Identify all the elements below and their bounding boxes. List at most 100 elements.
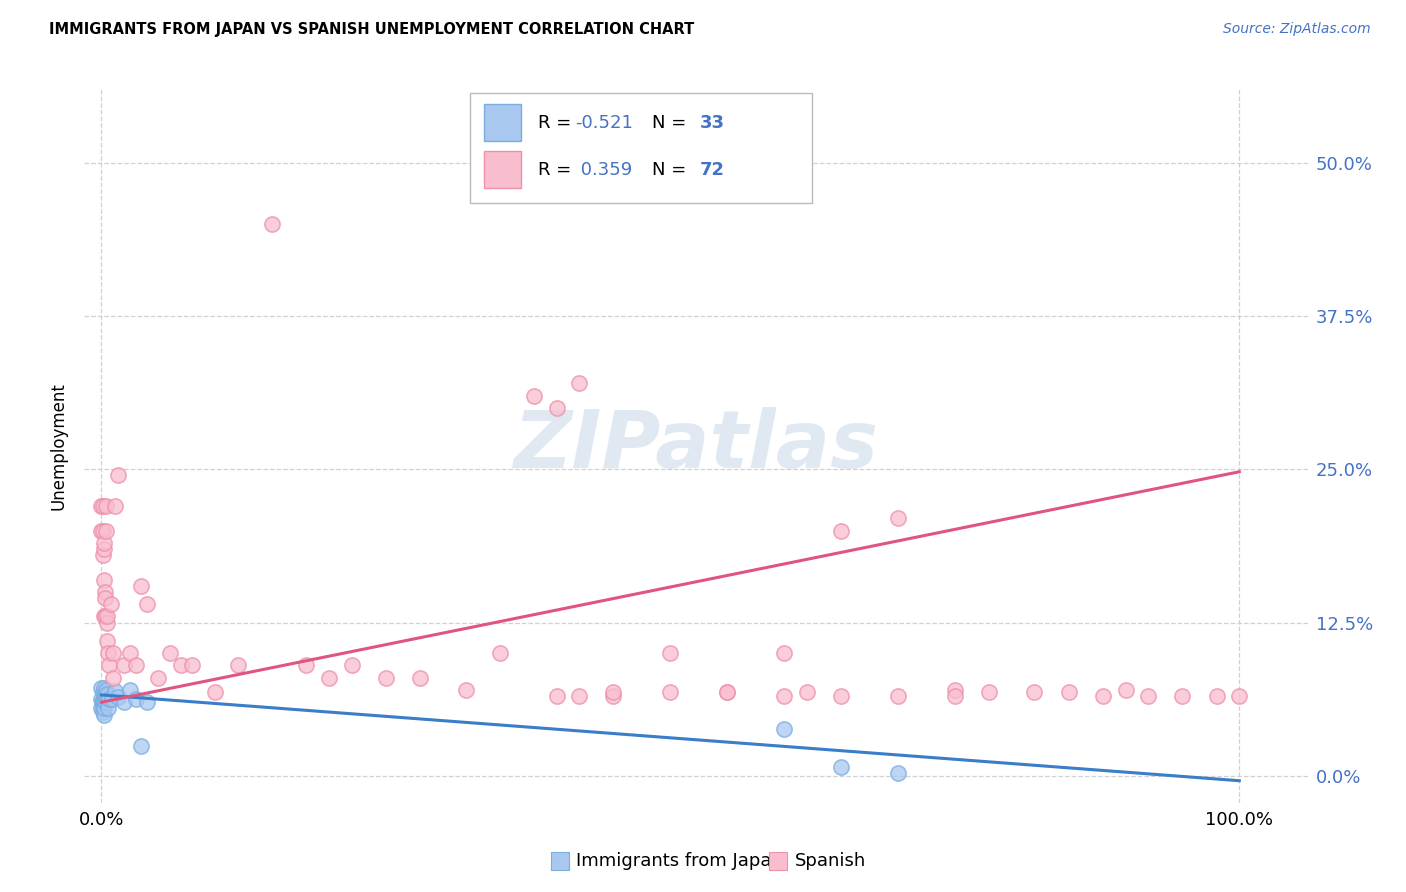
Point xyxy=(104,684,127,698)
Point xyxy=(93,541,115,556)
Point xyxy=(94,499,117,513)
Point xyxy=(98,658,121,673)
Point xyxy=(454,683,477,698)
Point xyxy=(204,685,226,699)
Point xyxy=(318,671,340,685)
Point xyxy=(887,689,910,703)
Point xyxy=(716,685,738,699)
Point xyxy=(96,634,118,648)
Text: R =: R = xyxy=(538,161,578,178)
Point xyxy=(94,683,117,698)
Point xyxy=(295,658,318,673)
Point xyxy=(830,760,852,774)
Point xyxy=(1171,689,1194,703)
Point xyxy=(830,524,852,538)
Point xyxy=(90,524,112,538)
Point xyxy=(98,691,121,706)
Point xyxy=(602,685,624,699)
Point xyxy=(118,683,141,698)
Point xyxy=(90,701,112,715)
Point xyxy=(91,694,114,708)
Point xyxy=(93,707,115,722)
Point xyxy=(94,689,117,703)
Point xyxy=(488,646,510,660)
Point xyxy=(796,685,818,699)
Point xyxy=(100,597,122,611)
Text: N =: N = xyxy=(652,114,692,132)
Point xyxy=(94,693,117,707)
Point xyxy=(100,691,122,706)
Text: Source: ZipAtlas.com: Source: ZipAtlas.com xyxy=(1223,22,1371,37)
Point xyxy=(96,695,118,709)
Point xyxy=(97,701,120,715)
Point xyxy=(1227,689,1250,703)
Point xyxy=(568,689,591,703)
Point xyxy=(887,766,910,780)
Point xyxy=(94,524,117,538)
Point xyxy=(523,389,546,403)
Point xyxy=(93,695,115,709)
Text: R =: R = xyxy=(538,114,578,132)
Point xyxy=(136,695,159,709)
Point xyxy=(91,701,114,715)
Point xyxy=(1091,689,1114,703)
Point xyxy=(943,683,966,698)
Point xyxy=(148,671,170,685)
Point xyxy=(1024,685,1046,699)
Point xyxy=(93,573,115,587)
Text: IMMIGRANTS FROM JAPAN VS SPANISH UNEMPLOYMENT CORRELATION CHART: IMMIGRANTS FROM JAPAN VS SPANISH UNEMPLO… xyxy=(49,22,695,37)
Point xyxy=(1115,683,1137,698)
Point xyxy=(340,658,363,673)
Point xyxy=(226,658,249,673)
Point xyxy=(91,685,114,699)
Point xyxy=(91,524,114,538)
Point xyxy=(943,689,966,703)
Point xyxy=(659,685,682,699)
Point xyxy=(101,671,124,685)
Text: ZIPatlas: ZIPatlas xyxy=(513,407,879,485)
Point xyxy=(93,536,115,550)
Point xyxy=(93,689,115,703)
Point xyxy=(94,687,117,701)
Point xyxy=(129,579,152,593)
Point xyxy=(262,217,284,231)
Point xyxy=(773,723,796,737)
Point xyxy=(107,468,129,483)
Text: 33: 33 xyxy=(700,114,724,132)
Point xyxy=(112,658,135,673)
Point xyxy=(118,646,141,660)
Point xyxy=(409,671,432,685)
Point xyxy=(97,646,120,660)
Point xyxy=(94,585,117,599)
Point xyxy=(546,401,568,415)
Point xyxy=(773,689,796,703)
Point xyxy=(568,376,591,391)
Point xyxy=(94,609,117,624)
Point xyxy=(107,690,129,705)
Point xyxy=(546,689,568,703)
Point xyxy=(977,685,1000,699)
Point xyxy=(91,548,114,562)
Point xyxy=(1057,685,1080,699)
Point xyxy=(91,705,114,719)
Y-axis label: Unemployment: Unemployment xyxy=(49,382,67,510)
Point xyxy=(374,671,396,685)
Point xyxy=(93,609,115,624)
Point xyxy=(91,499,114,513)
Point xyxy=(170,658,193,673)
Point xyxy=(124,658,146,673)
Point xyxy=(830,689,852,703)
FancyBboxPatch shape xyxy=(484,152,522,188)
Point xyxy=(1137,689,1160,703)
Point xyxy=(659,646,682,660)
Point xyxy=(96,609,118,624)
FancyBboxPatch shape xyxy=(484,104,522,141)
Point xyxy=(773,646,796,660)
Point xyxy=(90,681,112,695)
FancyBboxPatch shape xyxy=(470,93,813,203)
Point xyxy=(96,615,118,630)
Point xyxy=(90,691,112,706)
Point xyxy=(124,691,146,706)
Point xyxy=(112,695,135,709)
Point xyxy=(94,591,117,605)
